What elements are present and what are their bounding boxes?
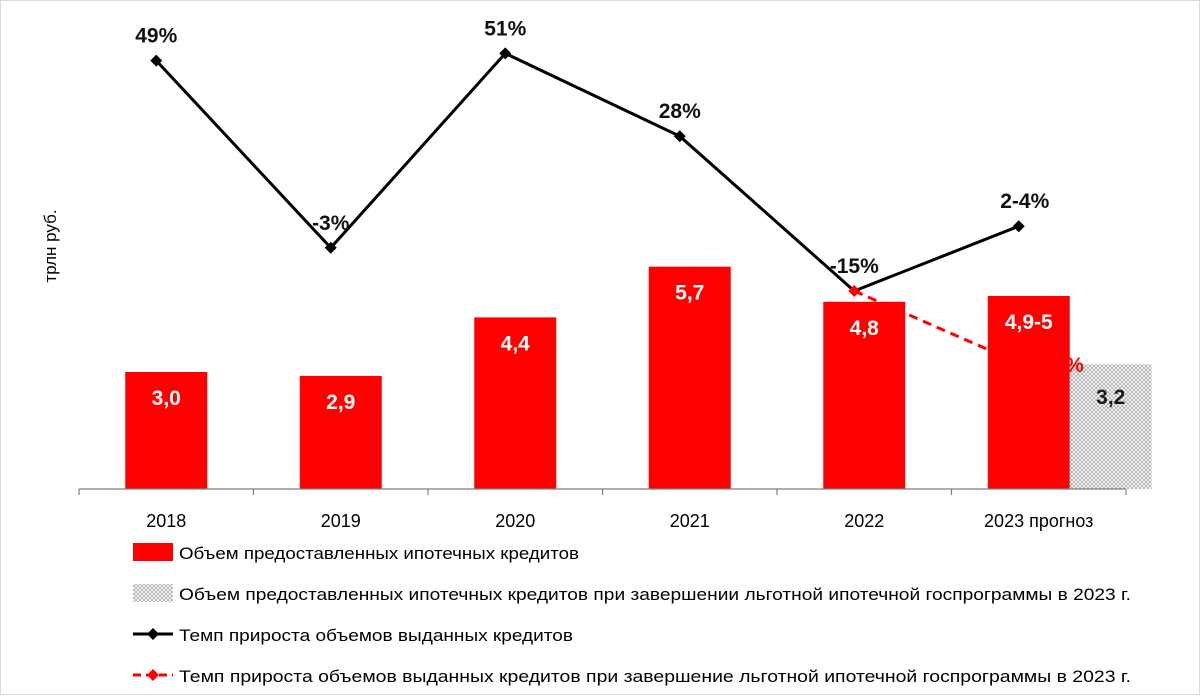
line-main-point-0 bbox=[150, 54, 163, 67]
line-main-point-2 bbox=[499, 47, 512, 60]
x-tick-label-0: 2018 bbox=[146, 511, 186, 531]
bar-main-5 bbox=[987, 295, 1070, 489]
x-tick-label-5: 2023 прогноз bbox=[984, 511, 1093, 531]
bars-main: 3,0 2,9 4,4 5,7 4,8 4,9-5 bbox=[125, 266, 1070, 489]
bar-main-4 bbox=[823, 301, 906, 489]
bar-label-5: 4,9-5 bbox=[1005, 311, 1053, 334]
bar-alt-label-0: 3,2 bbox=[1096, 386, 1125, 409]
bars-alt: 3,2 bbox=[1069, 364, 1152, 489]
line-main-label-1: -3% bbox=[312, 212, 350, 235]
x-tick-label-4: 2022 bbox=[844, 511, 884, 531]
bar-label-4: 4,8 bbox=[850, 317, 880, 340]
x-tick-label-3: 2021 bbox=[670, 511, 710, 531]
line-main-point-5 bbox=[1012, 220, 1025, 233]
legend-swatch-0 bbox=[133, 543, 173, 561]
bar-main-2 bbox=[474, 317, 557, 489]
bar-main-3 bbox=[648, 266, 731, 489]
legend-swatch-1 bbox=[133, 584, 173, 602]
bar-label-2: 4,4 bbox=[501, 332, 531, 355]
line-alt-label-0: -35% bbox=[1035, 354, 1084, 377]
line-main-point-4 bbox=[848, 285, 861, 297]
lines: 49% -3% 51% 28% -15% 2-4% -35% bbox=[135, 17, 1084, 377]
line-main-label-4: -15% bbox=[830, 255, 879, 278]
legend-text-0: Объем предоставленных ипотечных кредитов bbox=[179, 544, 579, 563]
bar-alt-0 bbox=[1069, 364, 1152, 489]
line-main-point-1 bbox=[324, 241, 337, 254]
line-main-label-2: 51% bbox=[484, 17, 526, 40]
x-axis: 2018 2019 2020 2021 2022 2023 прогноз bbox=[78, 488, 1127, 531]
x-tick-label-1: 2019 bbox=[321, 511, 361, 531]
legend-marker-3 bbox=[147, 669, 159, 681]
legend-text-2: Темп прироста объемов выданных кредитов bbox=[179, 626, 573, 645]
legend: Объем предоставленных ипотечных кредитов… bbox=[133, 543, 1131, 686]
bar-label-0: 3,0 bbox=[152, 387, 181, 410]
x-tick-label-2: 2020 bbox=[495, 511, 535, 531]
bar-main-1 bbox=[299, 375, 382, 489]
line-main-label-5: 2-4% bbox=[1000, 190, 1049, 213]
legend-text-3: Темп прироста объемов выданных кредитов … bbox=[179, 667, 1131, 686]
bar-main-0 bbox=[125, 372, 208, 489]
legend-text-1: Объем предоставленных ипотечных кредитов… bbox=[179, 585, 1131, 604]
bar-label-1: 2,9 bbox=[326, 391, 355, 414]
line-main-point-3 bbox=[673, 130, 686, 143]
line-main bbox=[155, 51, 1020, 293]
line-alt-point-1 bbox=[1012, 357, 1025, 369]
legend-marker-2 bbox=[147, 628, 159, 640]
bar-label-3: 5,7 bbox=[675, 282, 704, 305]
line-main-label-0: 49% bbox=[135, 25, 177, 48]
line-main-label-3: 28% bbox=[659, 100, 701, 123]
y-axis-label: трлн руб. bbox=[41, 209, 60, 282]
